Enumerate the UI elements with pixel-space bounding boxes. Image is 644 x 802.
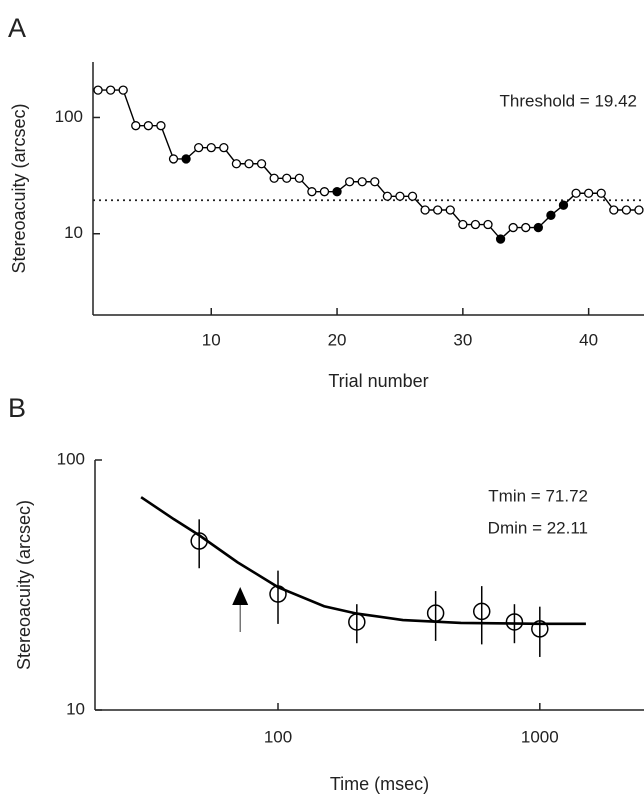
annotation: Tmin = 71.72 [488,486,588,505]
fit-curve [140,496,586,626]
data-point [445,205,455,215]
data-point [495,234,506,244]
data-point [190,532,208,550]
data-point [319,187,330,197]
data-point [382,191,393,201]
x-tick-label: 100 [264,727,292,746]
y-tick-label: 10 [64,223,83,242]
data-point [269,173,279,183]
panel-label: B [8,393,26,423]
data-point [156,121,166,131]
y-tick-label: 10 [66,699,85,718]
data-point [596,188,606,198]
data-point [470,219,481,230]
data-point [244,159,254,169]
data-point [256,159,267,169]
data-point [294,173,304,183]
data-point [93,85,103,95]
data-point [395,191,405,201]
data-point [348,613,366,631]
data-point [505,613,524,631]
data-point [307,187,317,197]
data-point [269,585,287,603]
data-point [531,620,549,638]
y-tick-label: 100 [55,107,83,126]
data-point [533,222,543,233]
data-point [609,205,619,215]
y-axis-title: Stereoacuity (arcsec) [9,103,29,273]
x-tick-label: 30 [453,330,472,349]
data-point [483,219,493,230]
y-tick-label: 100 [57,449,85,468]
data-point [282,173,292,183]
y-axis-title: Stereoacuity (arcsec) [14,500,34,670]
data-point [426,604,445,622]
data-point [143,121,154,131]
data-point [634,205,644,215]
annotation: Dmin = 22.11 [488,518,588,537]
data-point [458,219,468,230]
tmin-arrow-head [232,587,249,605]
x-tick-label: 1000 [521,727,559,746]
x-axis-title: Trial number [328,371,428,391]
data-point [433,205,443,215]
x-tick-label: 20 [328,330,347,349]
annotation: Threshold = 19.42 [499,91,637,110]
data-point [168,154,179,164]
data-point [332,187,342,197]
data-point [231,159,242,169]
data-point [521,222,531,233]
data-point [472,602,491,621]
data-point [508,222,518,233]
data-point [105,85,116,95]
data-point [571,188,581,198]
data-point [344,177,355,187]
data-point [118,85,128,95]
data-point [357,177,367,187]
data-point [420,205,430,215]
data-point [546,210,556,220]
data-point [558,200,569,210]
x-axis-title: Time (msec) [330,774,429,794]
data-point [583,188,594,198]
panel-label: A [8,13,26,43]
x-tick-label: 10 [202,330,221,349]
data-point [206,143,216,153]
data-point [621,205,632,215]
data-point [181,154,191,164]
series-line [98,89,639,241]
data-point [131,121,141,131]
data-point [407,191,418,201]
data-point [194,143,204,153]
x-tick-label: 40 [579,330,598,349]
data-point [370,177,380,187]
data-point [219,143,229,153]
